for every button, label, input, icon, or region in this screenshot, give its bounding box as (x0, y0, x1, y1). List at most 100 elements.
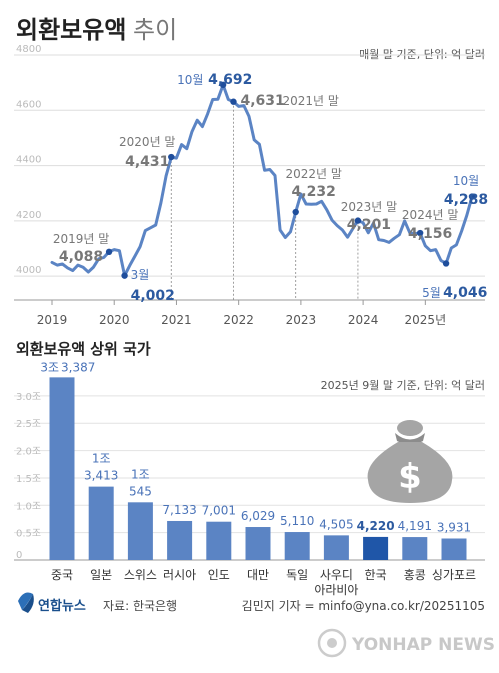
reserves-line (50, 83, 474, 278)
bar-chart-value-labels: 3조 3,387 1조 3,413 1조 545 7,133 7,001 6,029 5,110 4… (40, 360, 471, 534)
bar-value-label: 5,110 (280, 514, 314, 528)
bar-value-label: 4,220 (357, 519, 395, 533)
bar-10 (441, 538, 467, 560)
bar-category-label: 한국 (365, 568, 387, 582)
line-y-tick-label: 4400 (16, 155, 41, 166)
bar-chart-title: 외환보유액 상위 국가 (16, 340, 151, 358)
line-annotation-label: 2022년 말 (285, 167, 341, 181)
bar-value-label: 545 (129, 484, 152, 498)
money-bag-icon: $ (367, 420, 453, 503)
bar-category-label: 스위스 (124, 568, 157, 582)
bar-9 (402, 537, 428, 560)
line-x-tick-label: 2021 (161, 313, 192, 327)
bar-value-label: 4,191 (398, 519, 432, 533)
line-data-point (442, 260, 450, 267)
bar-value-prefix: 1조 (92, 452, 111, 466)
line-annotation-value: 4,431 (125, 154, 169, 170)
line-data-point (168, 153, 175, 161)
svg-text:$: $ (398, 457, 422, 497)
line-annotation-label: 2021년 말 (282, 94, 338, 108)
credit-text: 김민지 기자 = minfo@yna.co.kr/20251105 (242, 599, 485, 613)
bar-chart-y-ticks: 0.5조 1.0조 1.5조 2.0조 2.5조 3.0조 0 (16, 392, 41, 561)
line-x-tick-label: 2022 (223, 313, 254, 327)
bar-y-tick-label: 3.0조 (16, 392, 41, 403)
bar-value-label: 3,413 (84, 469, 118, 483)
bar-6 (284, 532, 310, 560)
source-text: 자료: 한국은행 (103, 598, 177, 613)
main-title: 외환보유액 (16, 16, 126, 44)
line-annotation-label: 2019년 말 (53, 232, 109, 246)
line-y-tick-label: 4800 (16, 44, 41, 55)
line-y-tick-label: 4000 (16, 265, 41, 276)
line-y-tick-label: 4200 (16, 210, 41, 221)
watermark: YONHAP NEWS (317, 628, 495, 658)
bar-2 (127, 502, 153, 560)
line-data-point (230, 98, 237, 105)
line-annotation-label: 10월 (453, 174, 479, 188)
line-annotation-value: 4,201 (347, 217, 391, 233)
bar-value-prefix: 3조 (40, 360, 59, 374)
line-annotation-label: 2020년 말 (119, 135, 175, 149)
line-chart-guides (170, 101, 359, 300)
line-annotation-value: 4,046 (443, 285, 487, 301)
line-x-tick-label: 2025년 (405, 313, 447, 327)
line-data-point (219, 81, 227, 89)
line-annotation-value: 4,232 (292, 184, 336, 200)
line-x-tick-label: 2020 (99, 313, 130, 327)
bar-category-label: 사우디 (320, 568, 353, 582)
line-data-point (105, 248, 113, 256)
bar-value-label: 3,387 (61, 360, 95, 374)
bar-value-label: 6,029 (241, 509, 275, 523)
line-annotation-label: 3월 (131, 268, 150, 282)
bar-category-label: 독일 (286, 568, 308, 582)
line-annotation-value: 4,692 (208, 72, 252, 88)
line-data-point (292, 208, 299, 216)
line-annotation-label: 10월 (177, 73, 203, 87)
line-x-tick-label: 2024 (348, 313, 379, 327)
line-chart-x-ticks: 2019 2020 2021 2022 2023 2024 2025년 (14, 299, 485, 327)
bar-y-tick-label: 1.0조 (16, 501, 41, 512)
line-annotation-value: 4,288 (444, 192, 488, 208)
line-annotation-label: 5월 (422, 286, 441, 300)
bar-y-tick-label: 0.5조 (16, 529, 41, 540)
bar-8 (363, 536, 389, 560)
bar-category-label: 중국 (51, 568, 73, 582)
bar-5 (245, 527, 271, 560)
line-annotation-label: 2023년 말 (341, 200, 397, 214)
bar-7 (323, 535, 349, 560)
logo-text: 연합뉴스 (38, 598, 86, 614)
watermark-text: YONHAP NEWS (351, 635, 495, 655)
bar-category-label: 아라비아 (314, 583, 358, 597)
line-x-tick-label: 2023 (286, 313, 317, 327)
line-data-point (354, 217, 362, 224)
line-chart-y-ticks: 4000 4200 4400 4600 4800 (16, 44, 41, 276)
line-data-point (416, 229, 424, 237)
line-annotation-label: 2024년 말 (402, 208, 458, 222)
bar-value-prefix: 1조 (131, 467, 150, 481)
line-data-point (468, 193, 476, 200)
line-annotation-value: 4,156 (408, 226, 452, 242)
bar-category-label: 싱가포르 (432, 568, 476, 582)
bar-y-tick-label: 0 (16, 550, 22, 561)
line-chart-points (105, 81, 476, 279)
bar-chart-bars (49, 377, 467, 560)
bar-y-tick-label: 2.5조 (16, 419, 41, 430)
bar-value-label: 4,505 (319, 517, 353, 531)
bar-category-label: 러시아 (163, 568, 196, 582)
bar-0 (49, 377, 75, 560)
yonhap-logo: 연합뉴스 (18, 592, 86, 614)
bar-category-label: 홍콩 (404, 568, 426, 582)
bar-1 (88, 486, 114, 560)
bar-value-label: 7,001 (202, 504, 236, 518)
bar-value-label: 3,931 (437, 520, 471, 534)
line-chart-grid (14, 54, 485, 277)
line-data-point (121, 272, 128, 279)
bar-4 (206, 521, 232, 560)
bar-category-label: 대만 (247, 568, 269, 582)
line-x-tick-label: 2019 (37, 313, 68, 327)
line-chart-annotations: 2019년 말 4,088 3월 4,002 2020년 말 4,431 10월 4,692 4… (53, 72, 488, 304)
line-annotation-value: 4,088 (59, 249, 103, 265)
